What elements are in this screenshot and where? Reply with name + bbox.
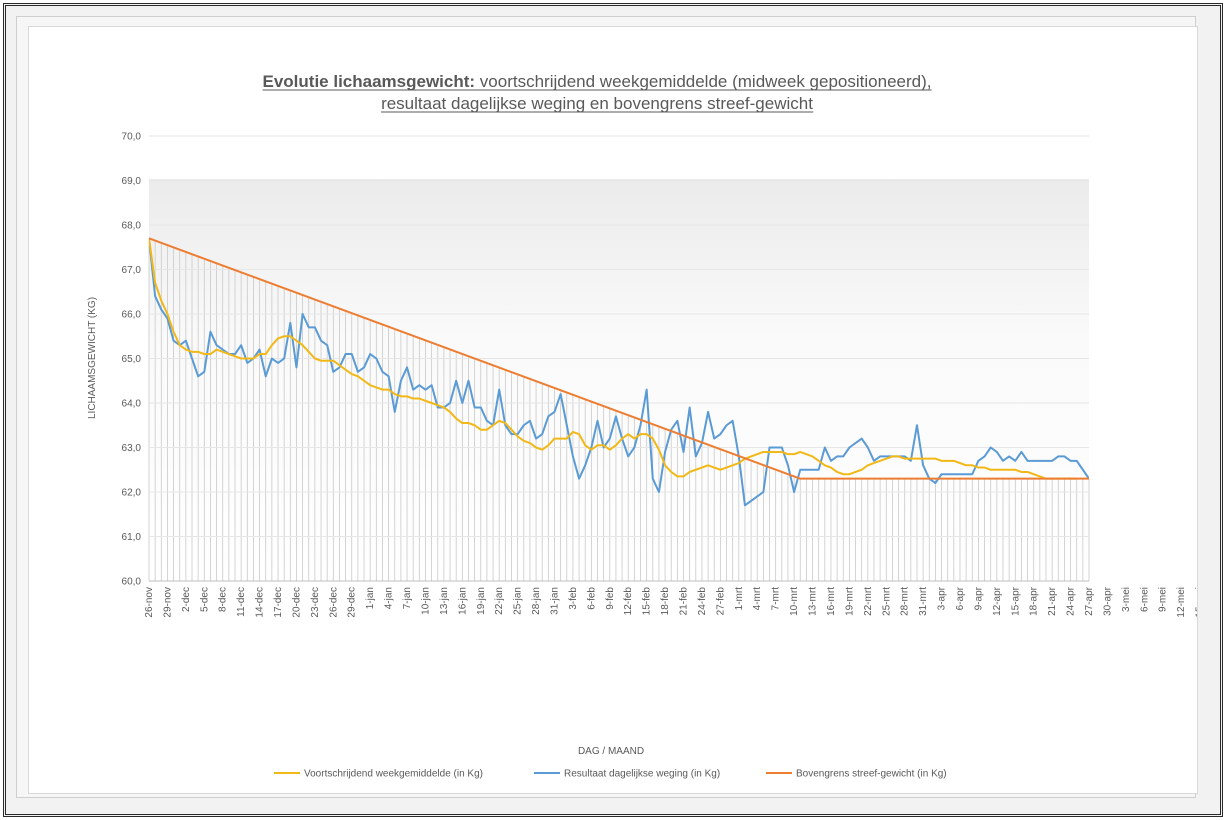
x-axis-ticks: 26-nov 29-nov 2-dec 5-dec 8-dec 11-dec 14-dec 1… (144, 586, 1197, 617)
x-tick-label: 26-nov (144, 587, 155, 618)
x-tick-label: 24-apr (1066, 586, 1077, 616)
chart-title-line1: Evolutie lichaamsgewicht: voortschrijden… (263, 72, 932, 91)
x-tick-label: 1-jan (365, 587, 376, 609)
x-tick-label: 3-apr (937, 586, 948, 610)
x-tick-label: 3-feb (568, 587, 579, 610)
x-tick-label: 2-dec (181, 587, 192, 612)
x-tick-label: 19-jan (476, 587, 487, 615)
x-tick-label: 5-dec (199, 587, 210, 612)
x-tick-label: 1-mrt (734, 587, 745, 611)
x-tick-label: 30-apr (1102, 586, 1113, 616)
legend-label: Voortschrijdend weekgemiddelde (in Kg) (304, 769, 483, 780)
chart-title-line2: resultaat dagelijkse weging en bovengren… (381, 94, 813, 113)
y-tick-label: 63,0 (122, 443, 142, 454)
x-tick-label: 9-apr (973, 586, 984, 610)
chart-svg: Evolutie lichaamsgewicht: voortschrijden… (87, 72, 1197, 780)
legend-label: Bovengrens streef-gewicht (in Kg) (796, 769, 947, 780)
x-tick-label: 21-apr (1047, 586, 1058, 616)
x-tick-label: 26-dec (328, 587, 339, 618)
series-line-1 (149, 238, 1089, 507)
y-tick-label: 60,0 (122, 577, 142, 588)
x-tick-label: 24-feb (697, 587, 708, 616)
y-tick-label: 68,0 (122, 221, 142, 232)
x-tick-label: 16-mrt (826, 587, 837, 616)
x-tick-label: 9-mei (1158, 587, 1169, 612)
x-tick-label: 23-dec (310, 587, 321, 618)
x-tick-label: 13-mrt (808, 587, 819, 616)
y-axis-ticks: 60,0 61,0 62,0 63,0 64,0 65,0 66,0 67,0 68,0 69,0… (122, 132, 142, 588)
x-tick-label: 29-nov (162, 587, 173, 618)
x-tick-label: 4-mrt (752, 587, 763, 611)
x-tick-label: 27-apr (1084, 586, 1095, 616)
x-tick-label: 6-apr (955, 586, 966, 610)
x-tick-label: 22-mrt (863, 587, 874, 616)
x-tick-label: 19-mrt (844, 587, 855, 616)
y-tick-label: 67,0 (122, 265, 142, 276)
x-tick-label: 6-mei (1139, 587, 1150, 612)
hatch-lines (148, 238, 1090, 581)
y-tick-label: 64,0 (122, 399, 142, 410)
legend-label: Resultaat dagelijkse weging (in Kg) (564, 769, 720, 780)
x-tick-label: 15-feb (642, 587, 653, 616)
x-tick-label: 29-dec (347, 587, 358, 618)
x-tick-label: 22-jan (494, 587, 505, 615)
y-tick-label: 65,0 (122, 354, 142, 365)
x-tick-label: 12-apr (992, 586, 1003, 616)
series-line-0 (149, 238, 1077, 480)
plot-background (149, 179, 1089, 581)
y-tick-label: 70,0 (122, 132, 142, 143)
y-axis-title: LICHAAMSGEWICHT (KG) (87, 297, 98, 419)
series-line-2 (149, 237, 1089, 480)
x-tick-label: 10-jan (420, 587, 431, 615)
x-tick-label: 15-mei (1195, 587, 1197, 618)
x-tick-label: 31-mrt (918, 587, 929, 616)
x-tick-label: 31-jan (549, 587, 560, 615)
chart-area: Evolutie lichaamsgewicht: voortschrijden… (28, 26, 1198, 794)
x-tick-label: 12-feb (623, 587, 634, 616)
y-tick-label: 62,0 (122, 488, 142, 499)
x-tick-label: 20-dec (291, 587, 302, 618)
legend: Voortschrijdend weekgemiddelde (in Kg) Re… (274, 769, 947, 780)
x-tick-label: 14-dec (255, 587, 266, 618)
x-tick-label: 21-feb (679, 587, 690, 616)
x-tick-label: 27-feb (715, 587, 726, 616)
x-tick-label: 18-apr (1029, 586, 1040, 616)
x-tick-label: 25-jan (513, 587, 524, 615)
x-tick-label: 16-jan (457, 587, 468, 615)
x-tick-label: 7-mrt (771, 587, 782, 611)
x-tick-label: 8-dec (218, 587, 229, 612)
x-tick-label: 7-jan (402, 587, 413, 609)
x-tick-label: 3-mei (1121, 587, 1132, 612)
x-tick-label: 12-mei (1176, 587, 1187, 618)
x-axis-title: DAG / MAAND (578, 746, 644, 757)
series-lines (149, 237, 1089, 507)
gridlines (149, 135, 1089, 582)
x-tick-label: 15-apr (1010, 586, 1021, 616)
x-tick-label: 13-jan (439, 587, 450, 615)
x-tick-label: 28-mrt (900, 587, 911, 616)
x-tick-label: 25-mrt (881, 587, 892, 616)
x-tick-label: 4-jan (384, 587, 395, 609)
y-tick-label: 61,0 (122, 532, 142, 543)
x-tick-label: 6-feb (586, 587, 597, 610)
x-tick-label: 11-dec (236, 587, 247, 617)
x-tick-label: 9-feb (605, 587, 616, 610)
x-tick-label: 28-jan (531, 587, 542, 615)
x-tick-label: 10-mrt (789, 587, 800, 616)
y-tick-label: 66,0 (122, 310, 142, 321)
x-tick-label: 17-dec (273, 587, 284, 618)
x-tick-label: 18-feb (660, 587, 671, 616)
y-tick-label: 69,0 (122, 176, 142, 187)
